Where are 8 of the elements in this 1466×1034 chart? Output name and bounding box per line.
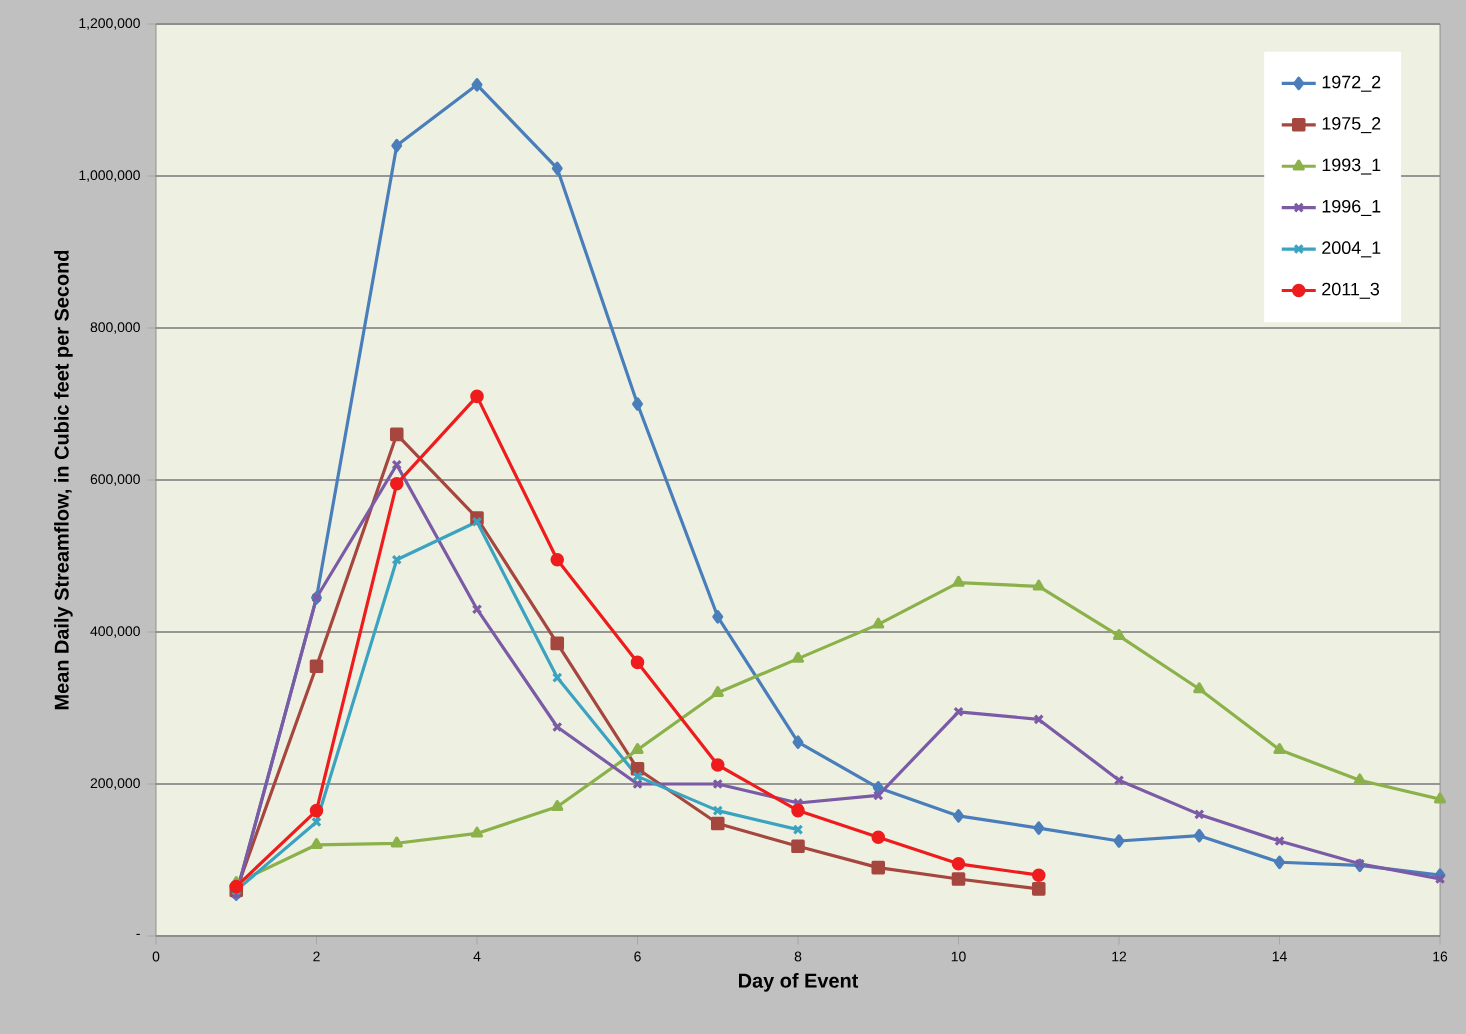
x-axis-title: Day of Event bbox=[739, 973, 859, 992]
legend-label: 1975_2 bbox=[1322, 117, 1381, 134]
legend-label: 2004_1 bbox=[1322, 241, 1381, 258]
legend-label: 2011_3 bbox=[1322, 282, 1380, 299]
y-axis-title: Mean Daily Streamflow, in Cubic feet per Second bbox=[54, 250, 73, 710]
legend-label: 1993_1 bbox=[1322, 158, 1381, 175]
legend-label: 1996_1 bbox=[1322, 199, 1381, 216]
legend-label: 1972_2 bbox=[1322, 75, 1381, 92]
